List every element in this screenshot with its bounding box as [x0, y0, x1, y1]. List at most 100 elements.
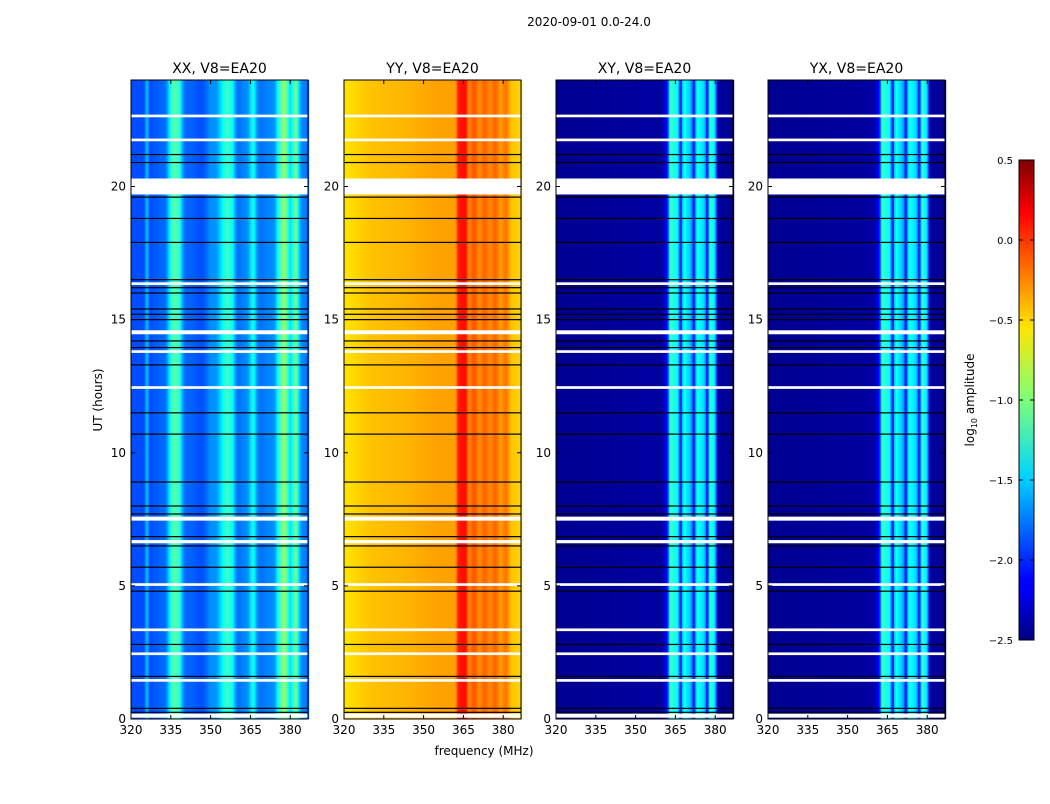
heatmap-cell	[471, 80, 474, 719]
x-tick-label: 335	[796, 723, 819, 737]
heatmap-cell	[306, 80, 308, 719]
black-line	[556, 481, 733, 483]
heatmap-cell	[834, 80, 837, 719]
heatmap-cell	[843, 80, 846, 719]
heatmap-cell	[809, 80, 811, 719]
heatmap-cell	[347, 80, 350, 719]
heatmap-cell	[363, 80, 366, 719]
heatmap-cell	[598, 80, 601, 719]
heatmap-cell	[181, 80, 184, 719]
black-line	[768, 279, 945, 281]
heatmap-cell	[406, 80, 409, 719]
heatmap-cell	[614, 80, 617, 719]
heatmap-cell	[253, 80, 255, 719]
heatmap-cell	[245, 80, 247, 719]
black-line	[768, 545, 945, 547]
heatmap-cell	[402, 80, 405, 719]
heatmap-cell	[662, 80, 664, 719]
heatmap-cell	[717, 80, 720, 719]
heatmap-cell	[709, 80, 712, 719]
flagged-row	[131, 178, 308, 195]
y-tick-label: 20	[536, 180, 551, 194]
heatmap-cell	[284, 80, 287, 719]
black-line	[556, 513, 733, 515]
panel-title: YY, V8=EA20	[385, 61, 478, 77]
black-line	[131, 566, 308, 568]
heatmap-cell	[731, 80, 733, 719]
heatmap-cell	[916, 80, 919, 719]
heatmap-cell	[805, 80, 807, 719]
heatmap-cell	[418, 80, 421, 719]
heatmap-cell	[798, 80, 801, 719]
black-line	[768, 313, 945, 315]
heatmap-cell	[643, 80, 646, 719]
heatmap-cell	[370, 80, 373, 719]
heatmap-cell	[480, 80, 483, 719]
x-tick-label: 335	[372, 723, 395, 737]
black-line	[131, 505, 308, 507]
heatmap-cell	[207, 80, 210, 719]
heatmap-cell	[133, 80, 136, 719]
heatmap-cell	[654, 80, 656, 719]
heatmap-cell	[378, 80, 381, 719]
heatmap-cell	[266, 80, 269, 719]
heatmap-cell	[292, 80, 295, 719]
flagged-row	[768, 114, 945, 118]
y-tick-label: 5	[331, 579, 339, 593]
heatmap-cell	[667, 80, 670, 719]
panel-frame	[343, 79, 522, 720]
heatmap-cell	[864, 80, 867, 719]
heatmap-cell	[386, 80, 389, 719]
heatmap-cell	[891, 80, 894, 719]
heatmap-cell	[188, 80, 190, 719]
heatmap-cell	[907, 80, 910, 719]
heatmap-cell	[288, 80, 291, 719]
heatmap-cell	[299, 80, 302, 719]
heatmap-cell	[357, 80, 359, 719]
flagged-row	[131, 516, 308, 521]
heatmap-cell	[627, 80, 630, 719]
heatmap-cell	[495, 80, 497, 719]
heatmap-cell	[783, 80, 786, 719]
heatmap-cell	[683, 80, 686, 719]
heatmap-cell	[936, 80, 939, 719]
heatmap-cell	[150, 80, 153, 719]
flagged-row	[344, 178, 521, 195]
heatmap-cell	[888, 80, 891, 719]
heatmap-cell	[603, 80, 606, 719]
black-line	[344, 161, 521, 164]
heatmap-cell	[904, 80, 907, 719]
heatmap-cell	[405, 80, 407, 719]
heatmap-cell	[152, 80, 154, 719]
heatmap-cell	[515, 80, 517, 719]
black-line	[131, 707, 308, 709]
heatmap-cell	[229, 80, 231, 719]
black-line	[344, 505, 521, 507]
heatmap-cell	[789, 80, 791, 719]
heatmap-cell	[166, 80, 169, 719]
black-line	[768, 196, 945, 198]
black-line	[556, 279, 733, 281]
heatmap-cell	[630, 80, 633, 719]
heatmap-cell	[434, 80, 436, 719]
black-line	[768, 513, 945, 515]
heatmap-cell	[463, 80, 466, 719]
heatmap-cell	[295, 80, 298, 719]
heatmap-cell	[602, 80, 605, 719]
flagged-row	[344, 679, 521, 682]
flagged-row	[768, 282, 945, 286]
heatmap-cell	[582, 80, 585, 719]
heatmap-cell	[268, 80, 271, 719]
heatmap-cell	[250, 80, 253, 719]
heatmap-cell	[492, 80, 495, 719]
heatmap-cell	[601, 80, 603, 719]
heatmap-cell	[173, 80, 176, 719]
heatmap-cell	[565, 80, 568, 719]
heatmap-cell	[462, 80, 464, 719]
black-line	[344, 313, 521, 315]
heatmap-cell	[230, 80, 233, 719]
x-tick-label: 365	[876, 723, 899, 737]
heatmap-cell	[497, 80, 500, 719]
black-line	[131, 536, 308, 538]
heatmap-cell	[882, 80, 884, 719]
